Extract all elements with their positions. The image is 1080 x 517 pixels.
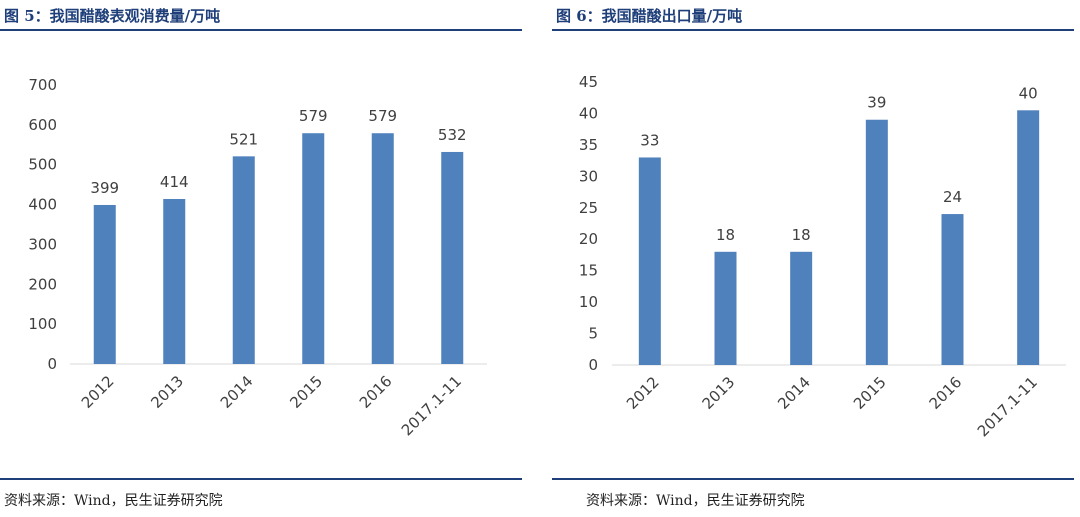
y-tick-label: 400 [28, 196, 57, 214]
x-tick-label: 2012 [78, 372, 118, 412]
x-tick-label: 2015 [850, 373, 890, 413]
footer-rule [552, 478, 1074, 480]
x-tick-label: 2013 [699, 373, 739, 413]
bar [1017, 110, 1040, 365]
source-note: 资料来源：Wind，民生证券研究院 [4, 493, 223, 509]
data-label: 18 [716, 226, 735, 244]
figure-title: 图 5：我国醋酸表观消费量/万吨 [4, 7, 221, 25]
data-label: 579 [299, 107, 328, 125]
y-tick-label: 700 [28, 76, 57, 94]
bar [302, 133, 325, 364]
exports-bar-chart: 0 5 10 15 20 25 30 35 40 45 33 2012 18 2013 18 2014 39 20… [579, 73, 1066, 440]
bar [714, 251, 737, 365]
chart-panel-exports: 图 6：我国醋酸出口量/万吨 0 5 10 15 20 25 30 35 40 45 33 2012 1… [552, 0, 1074, 517]
x-tick-label: 2016 [356, 372, 396, 412]
bar [232, 156, 255, 364]
x-tick-label: 2017.1-11 [398, 372, 465, 439]
data-label: 579 [368, 107, 397, 125]
x-tick-label: 2017.1-11 [974, 373, 1041, 440]
source-note: 资料来源：Wind，民生证券研究院 [586, 493, 805, 509]
bar [790, 251, 813, 365]
bar [163, 198, 186, 364]
y-tick-label: 200 [28, 275, 57, 293]
y-tick-label: 100 [28, 315, 57, 333]
data-label: 414 [160, 173, 189, 191]
y-tick-label: 35 [579, 136, 598, 154]
y-tick-label: 300 [28, 235, 57, 253]
y-tick-label: 0 [47, 355, 57, 373]
y-tick-label: 30 [579, 167, 598, 185]
x-tick-label: 2015 [286, 372, 326, 412]
data-label: 39 [867, 94, 886, 112]
y-tick-label: 25 [579, 199, 598, 217]
y-tick-label: 500 [28, 156, 57, 174]
title-rule [552, 29, 1074, 31]
y-tick-label: 0 [588, 356, 598, 374]
y-tick-label: 45 [579, 73, 598, 91]
data-label: 24 [943, 188, 962, 206]
data-label: 18 [792, 226, 811, 244]
data-label: 33 [640, 131, 659, 149]
y-tick-label: 600 [28, 116, 57, 134]
data-label: 521 [229, 130, 258, 148]
x-tick-label: 2014 [774, 373, 814, 413]
bar [371, 133, 394, 364]
bar [441, 151, 464, 364]
bar [941, 214, 964, 365]
x-tick-label: 2012 [623, 373, 663, 413]
footer-rule [0, 478, 522, 480]
x-tick-label: 2016 [926, 373, 966, 413]
x-tick-label: 2014 [217, 372, 257, 412]
y-tick-label: 40 [579, 104, 598, 122]
figure-title: 图 6：我国醋酸出口量/万吨 [556, 7, 743, 25]
x-tick-label: 2013 [147, 372, 187, 412]
consumption-bar-chart: 0 100 200 300 400 500 600 700 399 2012 414 2013 521 2… [28, 76, 487, 439]
bar [865, 119, 888, 365]
bar [638, 157, 661, 365]
y-tick-label: 15 [579, 262, 598, 280]
y-tick-label: 20 [579, 230, 598, 248]
chart-panel-consumption: 图 5：我国醋酸表观消费量/万吨 0 100 200 300 400 500 600 700 3… [0, 0, 522, 517]
data-label: 532 [438, 126, 467, 144]
y-tick-label: 5 [588, 325, 598, 343]
title-rule [0, 29, 522, 31]
data-label: 399 [90, 179, 119, 197]
y-tick-label: 10 [579, 293, 598, 311]
bar [93, 204, 116, 364]
data-label: 40 [1019, 84, 1038, 102]
